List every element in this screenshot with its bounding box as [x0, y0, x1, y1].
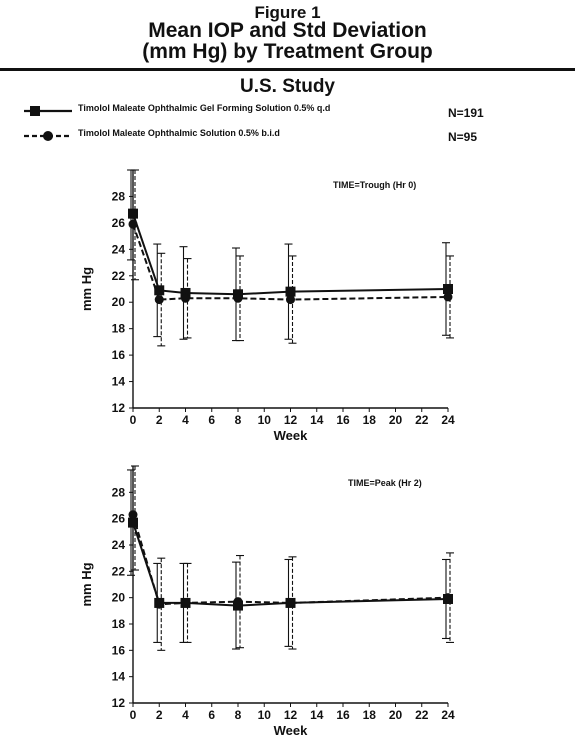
x-tick-label: 20: [389, 708, 403, 722]
x-tick-label: 4: [182, 413, 189, 427]
x-tick-label: 2: [156, 708, 163, 722]
y-tick-label: 20: [112, 591, 126, 605]
figure-title-line-2: (mm Hg) by Treatment Group: [142, 40, 433, 63]
solution-data-point: [181, 598, 190, 608]
x-tick-label: 2: [156, 413, 163, 427]
solution-data-point: [128, 510, 138, 520]
y-tick-label: 12: [112, 401, 126, 415]
legend-dashed-circle-marker-icon: [24, 131, 72, 141]
legend-n-gel: N=191: [448, 106, 484, 120]
x-tick-label: 8: [235, 708, 242, 722]
x-tick-label: 22: [415, 708, 429, 722]
x-tick-label: 8: [235, 413, 242, 427]
x-axis-title: Week: [274, 428, 308, 443]
y-tick-label: 28: [112, 189, 126, 203]
x-tick-label: 18: [363, 708, 377, 722]
x-tick-label: 14: [310, 708, 324, 722]
gel-data-point: [128, 517, 138, 528]
gel-data-point: [154, 285, 165, 296]
title-divider: [0, 68, 575, 71]
x-tick-label: 12: [284, 708, 298, 722]
y-tick-label: 22: [112, 269, 126, 283]
series-gel-line: [132, 522, 449, 607]
y-tick-label: 28: [112, 485, 126, 499]
x-tick-label: 24: [441, 413, 455, 427]
y-tick-label: 26: [112, 512, 126, 526]
y-tick-label: 24: [112, 538, 126, 552]
x-tick-label: 18: [363, 413, 377, 427]
gel-data-point: [443, 284, 453, 294]
y-tick-label: 22: [112, 564, 126, 578]
solution-data-point: [443, 292, 453, 302]
x-tick-label: 0: [130, 413, 137, 427]
y-axis-title: mm Hg: [79, 562, 94, 606]
study-title: U.S. Study: [239, 76, 335, 97]
solution-data-point: [154, 599, 164, 609]
x-tick-label: 12: [284, 413, 298, 427]
y-tick-label: 20: [112, 295, 126, 309]
figure-title-line-1: Mean IOP and Std Deviation: [148, 19, 427, 42]
y-tick-label: 18: [112, 617, 126, 631]
x-tick-label: 10: [258, 413, 272, 427]
x-tick-label: 6: [208, 413, 215, 427]
solution-data-point: [128, 219, 138, 229]
legend-label-solution: Timolol Maleate Ophthalmic Solution 0.5%…: [78, 128, 280, 138]
x-tick-label: 22: [415, 413, 429, 427]
x-tick-label: 10: [258, 708, 272, 722]
solution-data-point: [233, 597, 243, 607]
time-annotation: TIME=Peak (Hr 2): [348, 478, 422, 488]
solution-data-point: [443, 593, 453, 603]
x-tick-label: 14: [310, 413, 324, 427]
y-tick-label: 26: [112, 216, 126, 230]
y-tick-label: 14: [112, 375, 126, 389]
x-tick-label: 24: [441, 708, 455, 722]
x-tick-label: 20: [389, 413, 403, 427]
series-solution-line: [132, 514, 449, 606]
time-annotation: TIME=Trough (Hr 0): [333, 180, 416, 190]
figure-number: Figure 1: [254, 3, 321, 22]
x-axis-title: Week: [274, 723, 308, 738]
y-axis-title: mm Hg: [79, 267, 94, 311]
series-gel-line: [132, 213, 449, 296]
y-tick-label: 16: [112, 348, 126, 362]
x-tick-label: 4: [182, 708, 189, 722]
solution-data-point: [233, 293, 243, 303]
solution-data-point: [286, 598, 295, 608]
legend-solid-square-marker-icon: [24, 106, 72, 116]
y-tick-label: 24: [112, 242, 126, 256]
legend-label-gel: Timolol Maleate Ophthalmic Gel Forming S…: [78, 103, 331, 113]
y-tick-label: 14: [112, 670, 126, 684]
y-tick-label: 12: [112, 696, 126, 710]
y-tick-label: 18: [112, 322, 126, 336]
solution-data-point: [154, 295, 164, 305]
x-tick-label: 0: [130, 708, 137, 722]
solution-data-point: [181, 293, 190, 303]
x-tick-label: 16: [336, 708, 350, 722]
gel-data-point: [128, 208, 138, 219]
gel-data-point: [180, 287, 191, 298]
y-tick-label: 16: [112, 643, 126, 657]
legend-n-solution: N=95: [448, 130, 478, 144]
solution-data-point: [286, 295, 295, 305]
gel-data-point: [285, 286, 296, 297]
x-tick-label: 6: [208, 708, 215, 722]
x-tick-label: 16: [336, 413, 350, 427]
